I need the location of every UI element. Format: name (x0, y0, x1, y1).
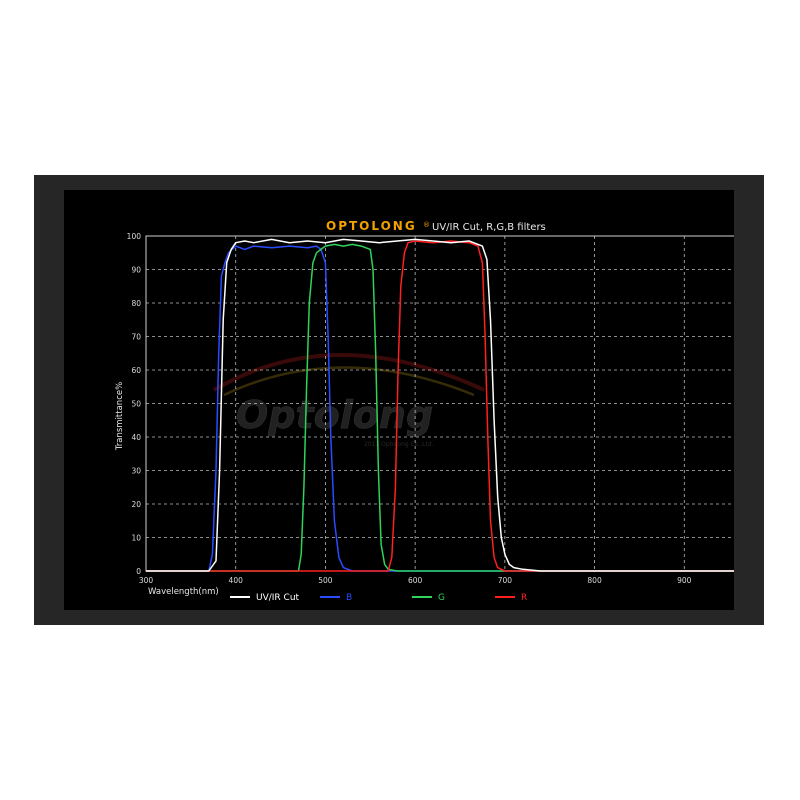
legend-label-uv-ir-cut: UV/IR Cut (256, 593, 300, 603)
chart-panel: OPTOLONG ® UV/IR Cut, R,G,B filters Opto… (64, 190, 734, 610)
legend-label-b: B (346, 593, 352, 603)
x-tick-label: 600 (408, 576, 423, 585)
legend-label-g: G (438, 593, 445, 603)
y-tick-label: 40 (131, 433, 141, 442)
y-tick-label: 10 (131, 534, 141, 543)
grid-layer (146, 236, 734, 571)
x-tick-label: 500 (318, 576, 333, 585)
y-axis-label: Transmittance% (115, 382, 125, 451)
tick-layer: 3004005006007008009001000010203040506070… (127, 232, 692, 585)
series-layer (146, 238, 734, 572)
y-tick-label: 70 (131, 333, 141, 342)
x-tick-label: 300 (139, 576, 154, 585)
title-brand: OPTOLONG (326, 219, 417, 233)
y-tick-label: 100 (127, 232, 142, 241)
series-line-uv-ir-cut (146, 238, 734, 572)
y-tick-label: 50 (131, 400, 141, 409)
y-tick-label: 30 (131, 467, 141, 476)
x-tick-label: 900 (677, 576, 692, 585)
legend: UV/IR Cut B G R (230, 593, 527, 603)
x-tick-label: 700 (498, 576, 513, 585)
watermark-brand: Optolong (236, 393, 433, 437)
series-line-b (146, 245, 734, 572)
legend-label-r: R (521, 593, 527, 603)
y-tick-label: 80 (131, 299, 141, 308)
watermark-swoosh-gold (223, 366, 475, 397)
optolong-watermark: Optolong 2013 Optolong Co.,Ltd. (212, 353, 485, 448)
watermark-swoosh-red (212, 353, 485, 392)
x-axis-label: Wavelength(nm) (148, 587, 219, 597)
y-tick-label: 20 (131, 500, 141, 509)
y-tick-label: 90 (131, 266, 141, 275)
y-tick-label: 60 (131, 366, 141, 375)
series-line-r (146, 240, 734, 572)
chart-frame: OPTOLONG ® UV/IR Cut, R,G,B filters Opto… (34, 175, 764, 625)
x-tick-label: 400 (229, 576, 244, 585)
chart-title: OPTOLONG ® UV/IR Cut, R,G,B filters (326, 219, 546, 233)
title-text: UV/IR Cut, R,G,B filters (432, 222, 546, 233)
transmittance-chart: OPTOLONG ® UV/IR Cut, R,G,B filters Opto… (115, 219, 734, 603)
series-line-g (146, 243, 734, 572)
x-tick-label: 800 (587, 576, 602, 585)
y-tick-label: 0 (136, 567, 141, 576)
title-registered-mark: ® (423, 221, 430, 229)
watermark-company: 2013 Optolong Co.,Ltd. (364, 441, 434, 448)
